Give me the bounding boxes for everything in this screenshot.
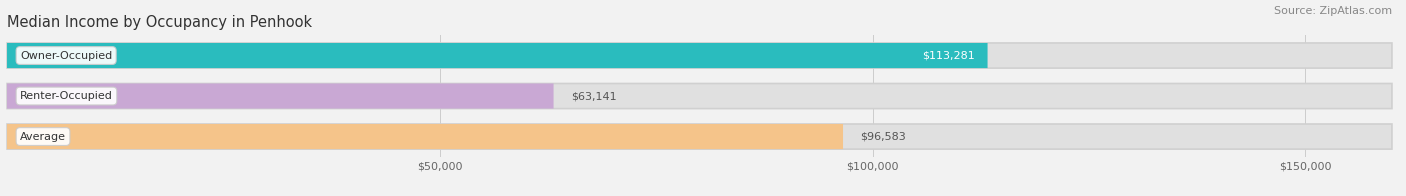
FancyBboxPatch shape — [7, 83, 1392, 109]
Text: Source: ZipAtlas.com: Source: ZipAtlas.com — [1274, 6, 1392, 16]
FancyBboxPatch shape — [7, 124, 844, 149]
Text: $63,141: $63,141 — [571, 91, 616, 101]
Text: Median Income by Occupancy in Penhook: Median Income by Occupancy in Penhook — [7, 15, 312, 30]
Text: Owner-Occupied: Owner-Occupied — [20, 51, 112, 61]
FancyBboxPatch shape — [7, 43, 987, 68]
FancyBboxPatch shape — [7, 83, 554, 109]
FancyBboxPatch shape — [7, 124, 1392, 149]
Text: Renter-Occupied: Renter-Occupied — [20, 91, 112, 101]
Text: $96,583: $96,583 — [860, 132, 905, 142]
Text: Average: Average — [20, 132, 66, 142]
FancyBboxPatch shape — [7, 43, 1392, 68]
Text: $113,281: $113,281 — [922, 51, 974, 61]
